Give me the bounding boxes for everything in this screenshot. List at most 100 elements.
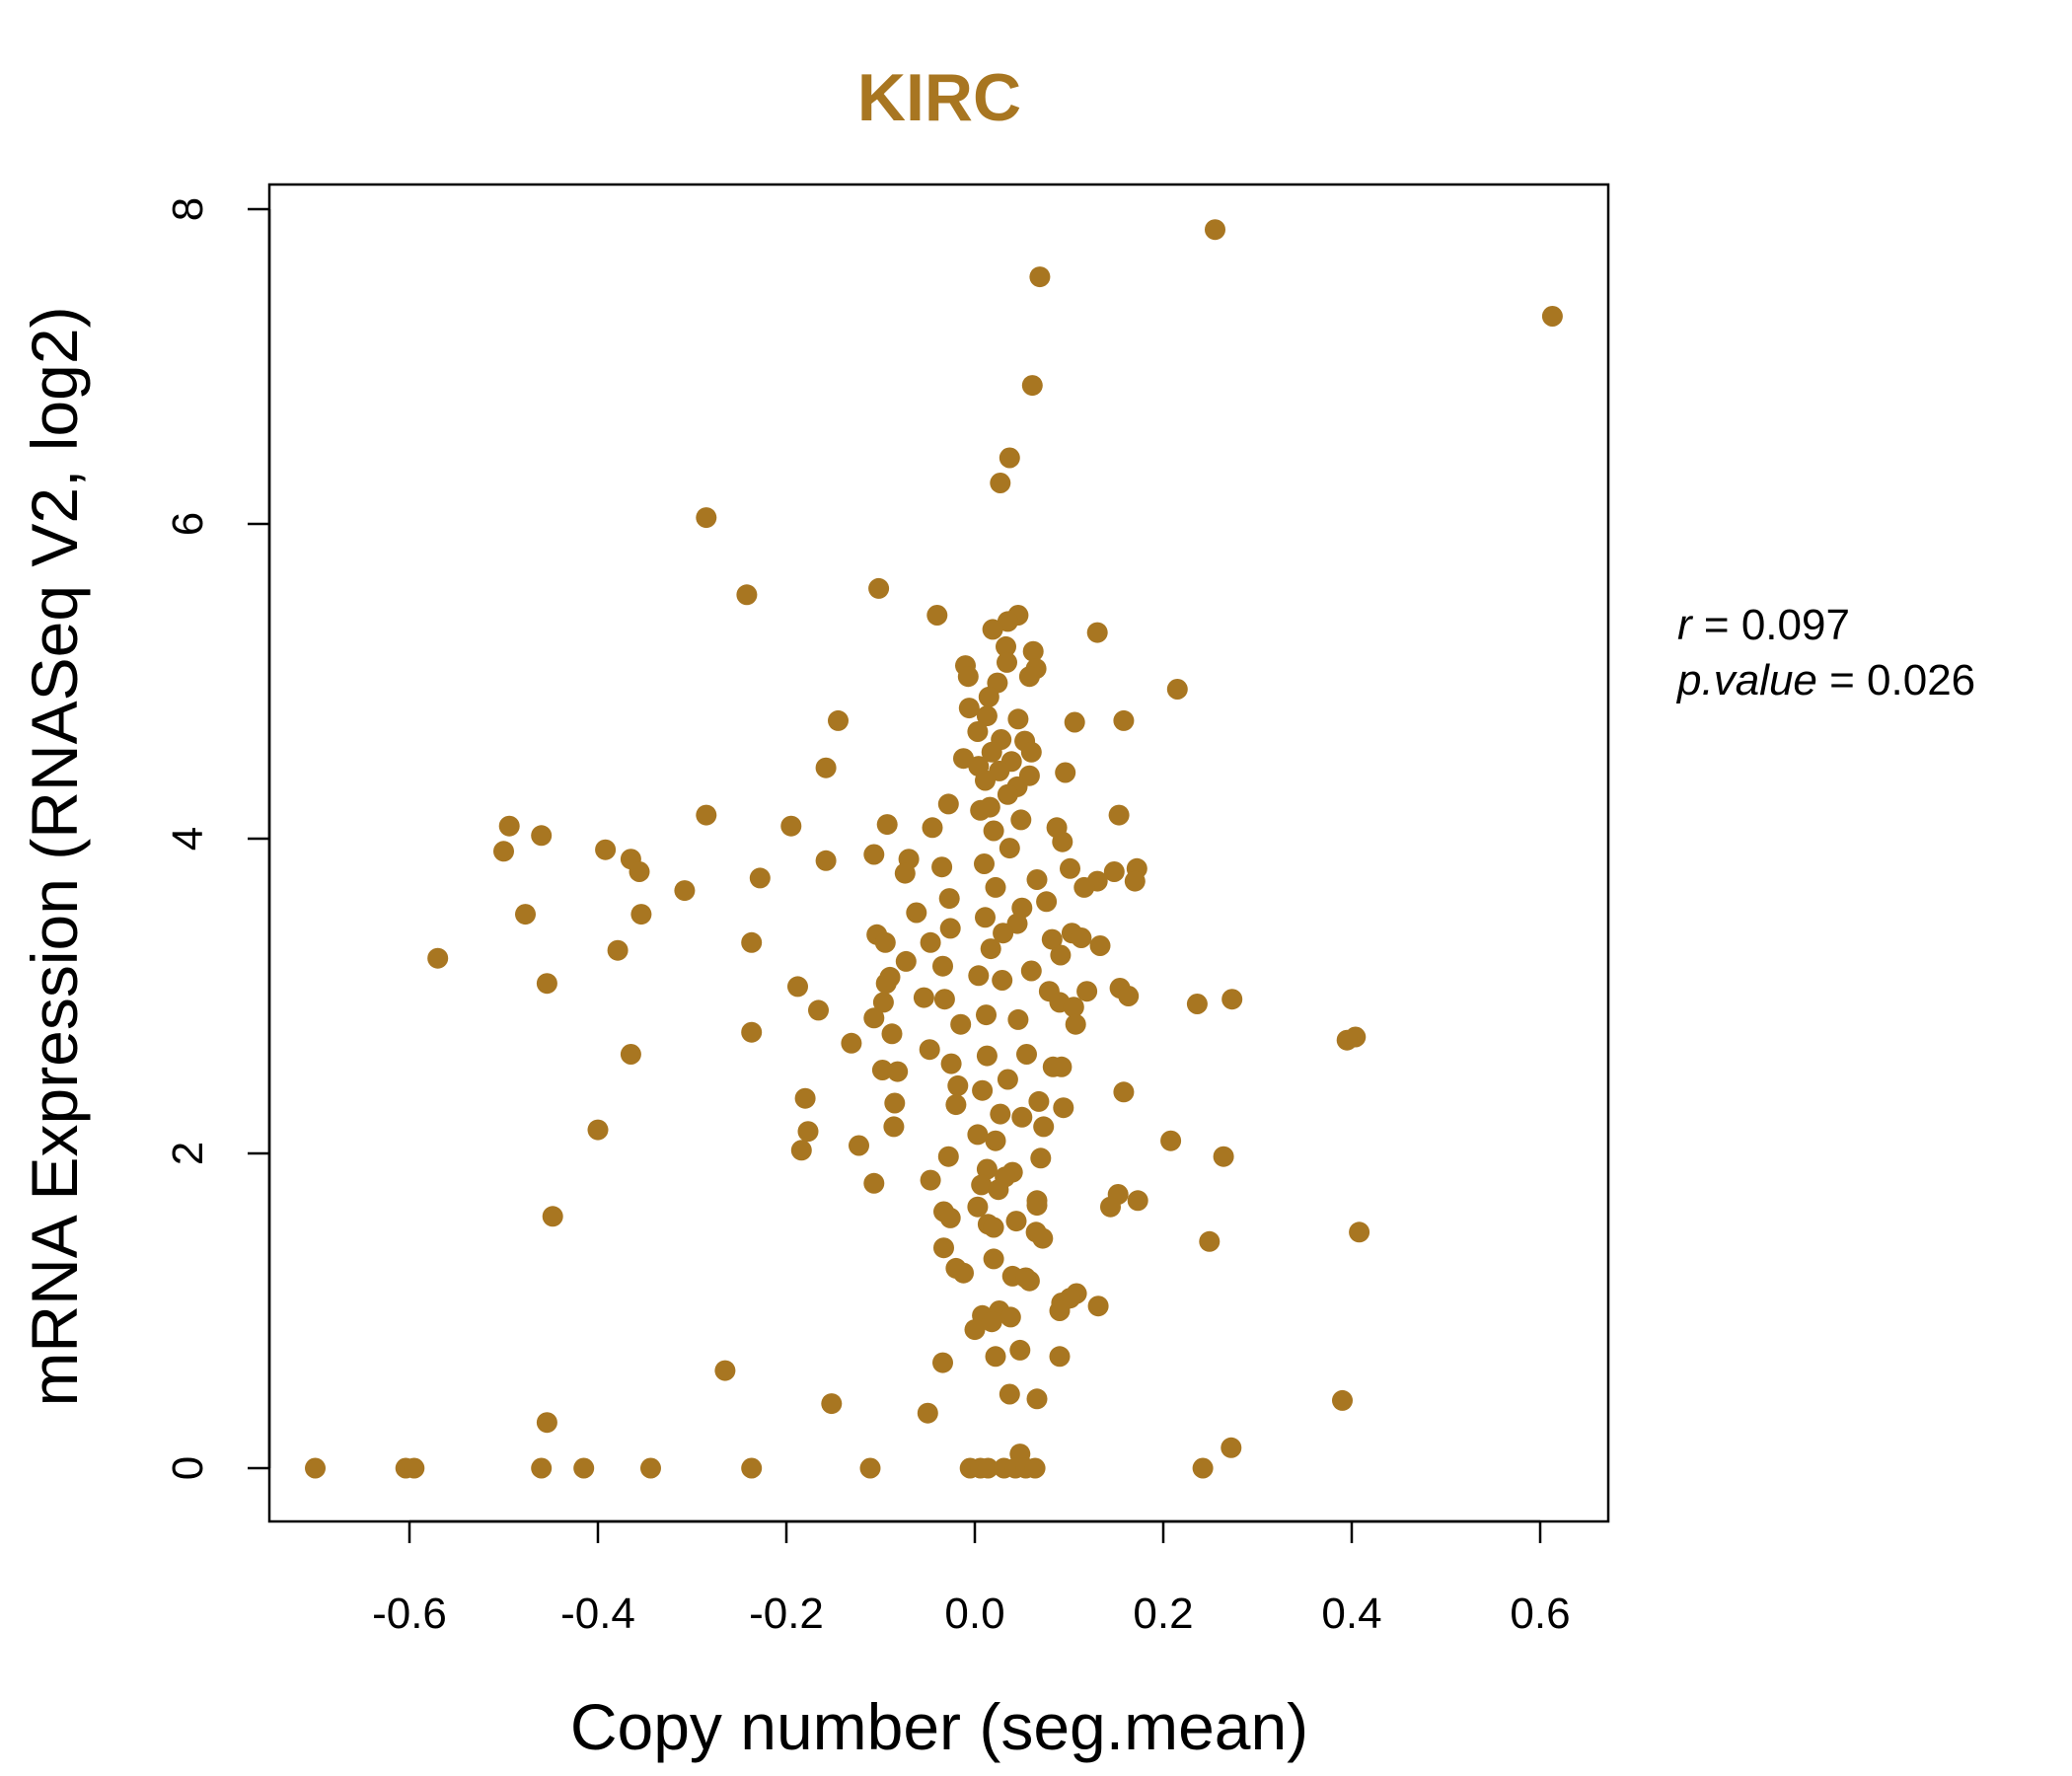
data-point: [1005, 1211, 1027, 1232]
data-point: [1016, 1044, 1037, 1065]
data-point: [1049, 1300, 1071, 1321]
data-point: [868, 577, 890, 599]
data-point: [919, 1039, 940, 1061]
x-axis-label: Copy number (seg.mean): [570, 1690, 1308, 1763]
data-point: [881, 1023, 903, 1045]
data-point: [607, 939, 629, 961]
data-point: [1060, 857, 1080, 879]
data-point: [531, 1457, 553, 1479]
data-point: [542, 1206, 563, 1227]
data-point: [1041, 928, 1063, 950]
data-point: [1186, 994, 1208, 1014]
x-tick-label: 0.6: [1510, 1590, 1570, 1638]
data-point: [787, 976, 808, 998]
data-point: [741, 1021, 763, 1043]
data-point: [1166, 679, 1188, 700]
data-point: [305, 1457, 326, 1479]
data-point: [808, 999, 829, 1021]
data-point: [887, 1061, 909, 1082]
y-tick-label: 6: [164, 512, 212, 536]
data-point: [939, 1207, 961, 1228]
data-point: [999, 447, 1020, 469]
data-point: [797, 1121, 819, 1143]
data-point: [982, 619, 1003, 640]
data-point: [920, 1169, 941, 1191]
data-point: [1108, 804, 1130, 826]
data-point: [953, 1262, 974, 1284]
data-point: [620, 1044, 641, 1065]
data-point: [993, 923, 1014, 944]
data-point: [863, 1172, 885, 1194]
data-point: [1127, 1190, 1148, 1212]
data-point: [990, 473, 1011, 493]
data-point: [983, 820, 1004, 842]
data-point: [876, 814, 898, 836]
data-point: [404, 1457, 425, 1479]
data-point: [975, 907, 996, 928]
data-point: [1021, 375, 1043, 397]
data-point: [895, 950, 917, 972]
y-tick-label: 8: [164, 197, 212, 221]
data-point: [997, 651, 1017, 673]
data-point: [938, 888, 960, 910]
r-label: r: [1677, 601, 1694, 649]
data-point: [988, 1179, 1009, 1201]
data-point: [975, 770, 996, 791]
data-point: [983, 1217, 1004, 1238]
data-point: [515, 904, 536, 925]
data-point: [828, 709, 849, 731]
data-point: [1076, 981, 1098, 1002]
data-point: [630, 904, 652, 925]
data-point: [932, 955, 953, 977]
data-point: [1020, 960, 1042, 982]
data-point: [933, 989, 955, 1010]
data-point: [780, 815, 802, 837]
data-point: [1086, 622, 1108, 643]
data-point: [1049, 1346, 1071, 1368]
correlation-stat: r = 0.097: [1677, 601, 1850, 649]
data-point: [1026, 869, 1048, 890]
data-point: [933, 1237, 954, 1259]
data-point: [1336, 1029, 1358, 1051]
data-point: [1036, 891, 1058, 913]
data-point: [1011, 897, 1033, 919]
data-point: [871, 1060, 893, 1080]
data-point: [498, 815, 520, 837]
data-point: [875, 973, 897, 995]
data-point: [1053, 1097, 1074, 1119]
data-point: [947, 1074, 969, 1096]
data-point: [1007, 1008, 1029, 1030]
data-point: [1055, 762, 1076, 783]
data-point: [1541, 306, 1563, 327]
data-point: [1030, 1147, 1052, 1169]
data-point: [884, 1092, 906, 1114]
data-point: [999, 1383, 1020, 1405]
data-point: [815, 850, 837, 871]
data-point: [981, 1311, 1002, 1333]
data-point: [674, 880, 696, 902]
data-point: [736, 584, 758, 606]
data-point: [536, 973, 557, 995]
data-point: [968, 965, 990, 987]
data-point: [1065, 1013, 1086, 1035]
data-point: [1010, 809, 1032, 831]
data-point: [971, 1174, 993, 1196]
data-point: [859, 1457, 881, 1479]
data-point: [913, 987, 934, 1008]
data-point: [1221, 1437, 1242, 1458]
data-point: [922, 817, 943, 839]
data-point: [1192, 1457, 1214, 1479]
data-point: [595, 839, 617, 860]
data-point: [940, 1053, 962, 1074]
data-point: [1033, 1116, 1055, 1138]
data-point: [1213, 1146, 1234, 1167]
data-point: [996, 635, 1016, 657]
data-point: [917, 1402, 938, 1424]
x-axis: -0.6 -0.4 -0.2 0.0 0.2 0.4 0.6: [372, 1519, 1571, 1638]
data-point: [815, 757, 837, 778]
data-point: [981, 741, 1002, 763]
data-point: [696, 507, 717, 529]
data-point: [1089, 935, 1111, 956]
data-point: [1051, 1056, 1073, 1077]
data-point: [427, 947, 449, 969]
